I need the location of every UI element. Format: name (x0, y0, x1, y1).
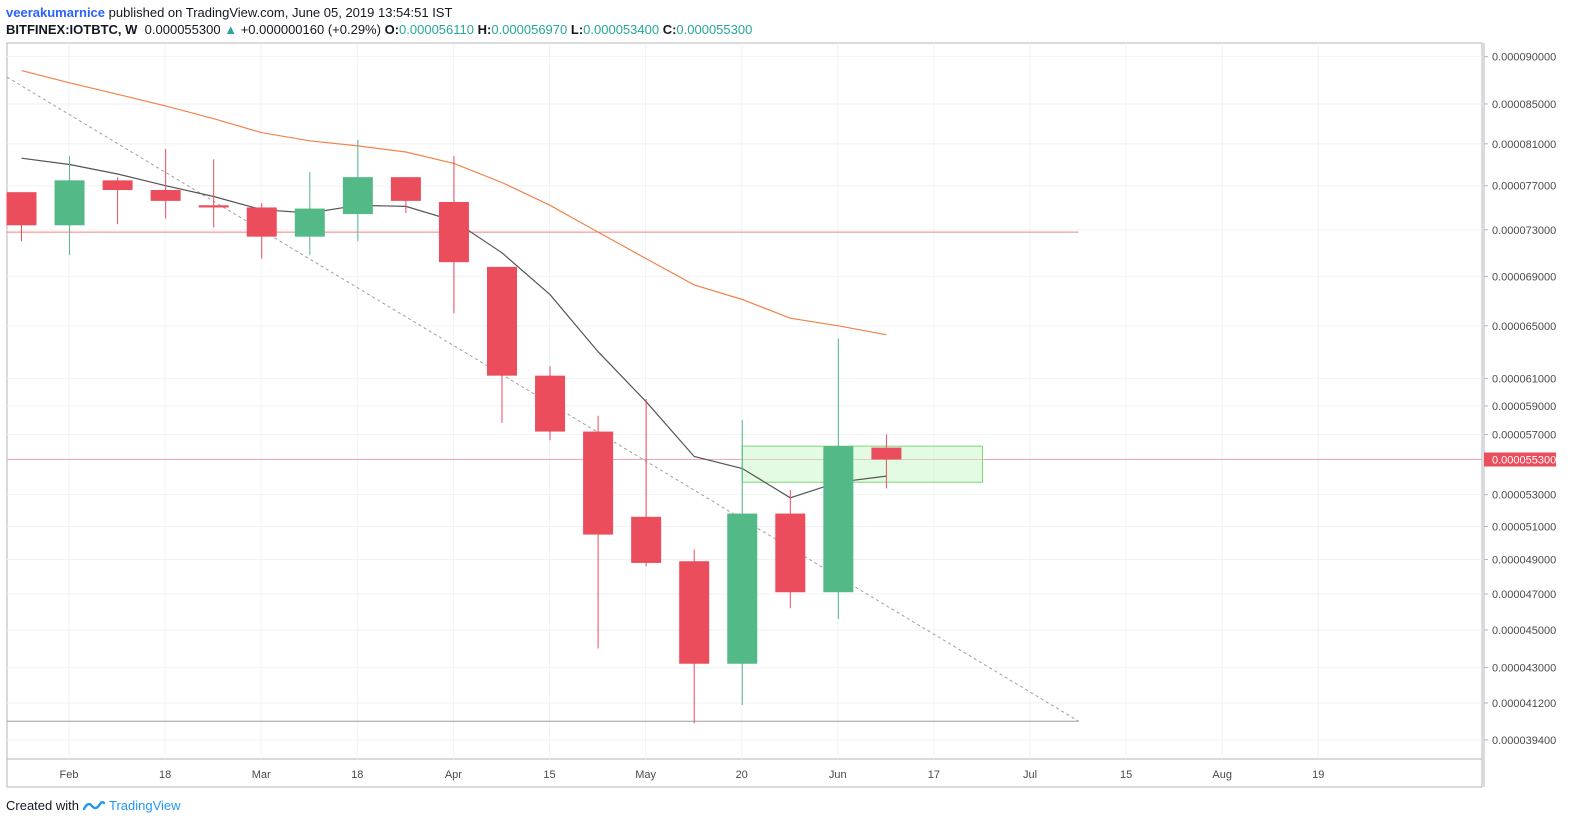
y-tick-label: 0.000073000 (1492, 225, 1556, 237)
y-tick-label: 0.000077000 (1492, 181, 1556, 193)
last-price: 0.000055300 (144, 22, 221, 37)
candle (871, 434, 902, 489)
candle-body (631, 516, 662, 563)
candle (6, 192, 37, 242)
author-link[interactable]: veerakumarnice (6, 5, 106, 20)
x-tick-label: 18 (351, 769, 363, 781)
y-tick-label: 0.000043000 (1492, 663, 1556, 675)
x-tick-label: Aug (1212, 769, 1232, 781)
candle-body (294, 208, 325, 237)
y-tick-label: 0.000081000 (1492, 139, 1556, 151)
candle (438, 156, 469, 314)
x-tick-label: Mar (252, 769, 271, 781)
candle-body (390, 177, 421, 201)
low-label: L: (570, 22, 584, 37)
candle-body (150, 190, 181, 201)
x-tick-label: 20 (736, 769, 748, 781)
candle-body (823, 446, 854, 593)
publish-text: published on TradingView.com, June 05, 2… (108, 5, 453, 20)
candle (535, 366, 566, 441)
candle-body (775, 513, 806, 593)
y-tick-label: 0.000053000 (1492, 490, 1556, 502)
close-value: 0.000055300 (676, 22, 753, 37)
demand-zone (741, 445, 983, 483)
candle-body (727, 513, 758, 664)
candle (294, 171, 325, 256)
candle (823, 338, 854, 620)
candle-body (438, 201, 469, 263)
price-change: +0.000000160 (+0.29%) (240, 22, 381, 37)
x-tick-label: Jun (829, 769, 847, 781)
candle (679, 549, 710, 724)
candle-body (535, 375, 566, 432)
tradingview-brand-link[interactable]: TradingView (108, 798, 181, 813)
candle-body (102, 180, 133, 191)
candle-body (342, 177, 373, 215)
candle (150, 148, 181, 219)
y-tick-label: 0.000059000 (1492, 401, 1556, 413)
y-tick-label: 0.000049000 (1492, 555, 1556, 567)
low-value: 0.000053400 (583, 22, 660, 37)
footer: Created with TradingView (6, 798, 181, 813)
x-tick-label: Feb (60, 769, 79, 781)
candle (198, 159, 229, 228)
close-label: C: (662, 22, 677, 37)
candle (775, 489, 806, 609)
candle-body (583, 431, 614, 535)
x-tick-label: Apr (445, 769, 462, 781)
tradingview-logo-icon (82, 800, 105, 810)
candle-body (679, 561, 710, 664)
y-tick-label: 0.000045000 (1492, 625, 1556, 637)
candle-body (6, 192, 37, 226)
high-value: 0.000056970 (491, 22, 568, 37)
y-tick-label: 0.000039400 (1492, 735, 1556, 747)
candle (246, 203, 277, 259)
y-tick-label: 0.000090000 (1492, 52, 1556, 64)
symbol-info: BITFINEX:IOTBTC, W 0.000055300 ▲ +0.0000… (6, 22, 752, 37)
open-value: 0.000056110 (399, 22, 474, 37)
open-label: O: (384, 22, 400, 37)
candle (102, 177, 133, 225)
candle-body (246, 207, 277, 237)
candle-body (487, 266, 517, 376)
y-tick-label: 0.000085000 (1492, 99, 1556, 111)
y-tick-label: 0.000065000 (1492, 321, 1556, 333)
y-tick-label: 0.000069000 (1492, 271, 1556, 283)
publish-info: veerakumarnice published on TradingView.… (6, 5, 452, 20)
high-label: H: (477, 22, 492, 37)
candle-body (54, 180, 85, 226)
candle (631, 398, 662, 567)
x-tick-label: May (635, 769, 656, 781)
x-tick-label: 17 (928, 769, 940, 781)
x-tick-label: 18 (159, 769, 171, 781)
y-tick-label: 0.000051000 (1492, 521, 1556, 533)
candle (727, 420, 758, 705)
y-tick-label: 0.000041200 (1492, 698, 1556, 710)
candle (390, 177, 421, 214)
x-tick-label: 15 (543, 769, 555, 781)
chart-frame (6, 42, 1483, 788)
last-price-label-bg (1484, 452, 1556, 467)
candle (583, 415, 614, 649)
x-tick-label: Jul (1023, 769, 1037, 781)
candle (54, 156, 85, 256)
y-tick-label: 0.000061000 (1492, 373, 1556, 385)
x-tick-label: 19 (1312, 769, 1324, 781)
x-tick-label: 15 (1120, 769, 1132, 781)
y-tick-label: 0.000057000 (1492, 429, 1556, 441)
last-price-label: 0.000055300 (1492, 454, 1556, 466)
symbol-name: BITFINEX:IOTBTC, W (6, 22, 138, 37)
created-with-text: Created with (6, 798, 79, 813)
candle (342, 139, 373, 242)
candle-body (871, 447, 902, 460)
candle-body (198, 205, 229, 208)
candle (487, 266, 517, 423)
y-tick-label: 0.000047000 (1492, 589, 1556, 601)
up-arrow-icon: ▲ (224, 22, 238, 37)
